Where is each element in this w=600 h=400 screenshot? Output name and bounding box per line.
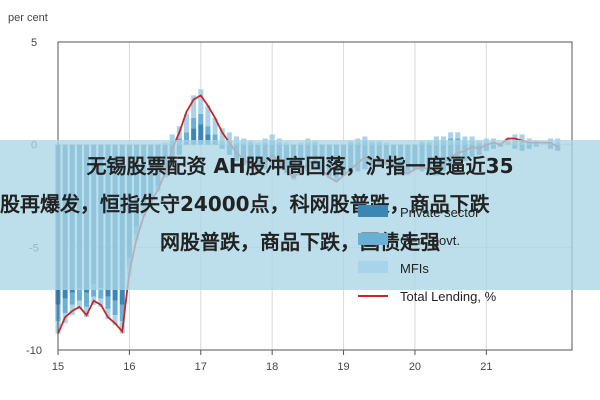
headline-line-2: 股再爆发，恒指失守24000点，科网股普跌，商品下跌 <box>0 192 490 216</box>
x-axis-ticks: 15 16 17 18 19 20 21 <box>52 350 492 373</box>
x-tick-label: 20 <box>409 361 421 373</box>
bar-mfis <box>362 136 368 141</box>
bar-gen-govt <box>119 304 125 322</box>
x-tick-label: 18 <box>266 361 278 373</box>
bar-mfis <box>205 105 211 127</box>
bar-mfis <box>233 136 240 143</box>
bar-mfis <box>226 132 232 141</box>
x-tick-label: 15 <box>52 361 64 373</box>
bar-mfis <box>112 315 118 326</box>
bar-gen-govt <box>84 292 90 307</box>
bar-mfis <box>84 306 90 318</box>
bar-gen-govt <box>91 284 97 297</box>
bar-mfis <box>519 134 525 141</box>
x-tick-label: 17 <box>195 361 207 373</box>
bar-gen-govt <box>105 296 111 309</box>
bar-mfis <box>212 117 218 135</box>
bar-mfis <box>269 134 275 141</box>
headline-line-1: 无锡股票配资 AH股冲高回落，沪指一度逼近35 <box>86 154 514 178</box>
bar-mfis <box>76 300 82 309</box>
bar-mfis <box>191 95 197 118</box>
bar-mfis <box>512 134 518 141</box>
headline-line-3: 网股普跌，商品下跌，国债走强 <box>160 230 440 254</box>
bar-mfis <box>105 308 111 320</box>
x-tick-label: 16 <box>123 361 135 373</box>
bar-gen-govt <box>191 117 197 129</box>
x-tick-label: 19 <box>337 361 349 373</box>
bar-mfis <box>98 298 104 307</box>
bar-gen-govt <box>205 126 211 135</box>
bar-mfis <box>433 136 439 141</box>
bar-gen-govt <box>112 300 118 316</box>
bar-gen-govt <box>183 132 190 141</box>
bar-mfis <box>219 128 225 141</box>
bar-mfis <box>198 89 204 114</box>
bar-gen-govt <box>198 113 204 125</box>
bar-gen-govt <box>76 288 82 301</box>
bar-mfis <box>455 132 461 139</box>
bar-private-sector <box>191 128 197 145</box>
bar-mfis <box>448 132 454 139</box>
bar-mfis <box>440 136 447 141</box>
bar-mfis <box>462 136 468 141</box>
bar-mfis <box>169 134 175 141</box>
unit-label: per cent <box>8 12 48 24</box>
bar-mfis <box>183 113 190 133</box>
headline-overlay[interactable]: 无锡股票配资 AH股冲高回落，沪指一度逼近35 股再爆发，恒指失守24000点，… <box>0 140 600 290</box>
bar-gen-govt <box>69 292 75 305</box>
bar-private-sector <box>205 134 211 145</box>
x-tick-label: 21 <box>480 361 492 373</box>
bar-mfis <box>469 136 475 141</box>
y-tick-label: 5 <box>31 37 37 49</box>
bar-private-sector <box>198 124 204 145</box>
y-tick-label: -10 <box>26 345 42 357</box>
bar-gen-govt <box>98 288 104 299</box>
bar-gen-govt <box>62 298 68 314</box>
bar-gen-govt <box>212 134 218 141</box>
